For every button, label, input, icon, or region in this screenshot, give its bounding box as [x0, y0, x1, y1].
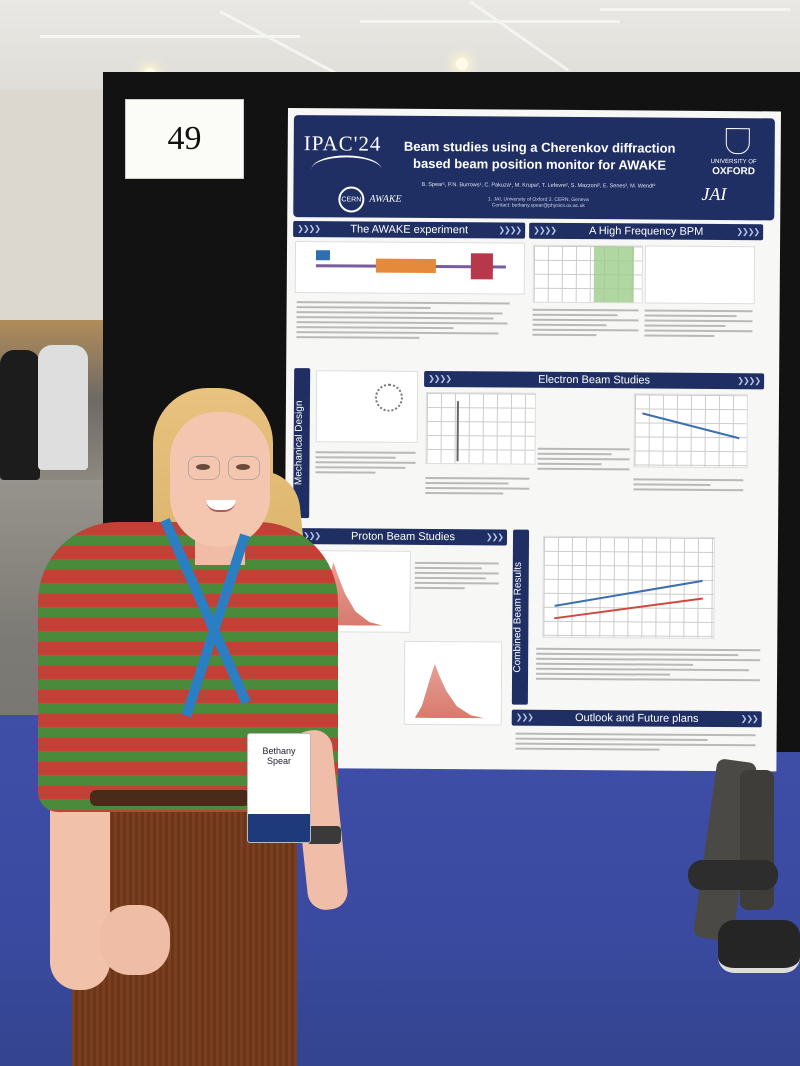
- chevron-icon: ❯❯❯: [485, 532, 504, 542]
- outlook-text: [515, 730, 756, 755]
- presenter-left-hand: [100, 905, 170, 975]
- mechanical-text: [315, 448, 416, 477]
- chevron-icon: ❯❯❯❯: [428, 373, 451, 384]
- bpm-spectrum-figure: [532, 244, 644, 304]
- awake-logo: AWAKE: [369, 193, 402, 205]
- poster-header: IPAC'24 CERN AWAKE Beam studies using a …: [293, 115, 775, 221]
- smile: [206, 500, 236, 512]
- oxford-logo-line1: UNIVERSITY OF: [710, 158, 757, 166]
- section-heading-text: The AWAKE experiment: [350, 223, 469, 237]
- beamline-diagram: [294, 241, 526, 295]
- ceiling-lamp: [456, 58, 468, 70]
- presenter-face: [170, 412, 270, 547]
- poster-title: Beam studies using a Cherenkov diffracti…: [403, 138, 676, 173]
- mechanical-drawing: [315, 370, 419, 443]
- proton-histogram-2: [403, 640, 503, 726]
- visitor-shoe: [718, 920, 800, 973]
- electron-text-right: [633, 475, 744, 494]
- proton-text-right: [414, 559, 499, 593]
- background-person: [0, 350, 40, 480]
- ceiling-truss: [40, 35, 300, 38]
- hf-bpm-text-right: [644, 306, 753, 340]
- section-heading-electron: ❯❯❯❯ Electron Beam Studies ❯❯❯❯: [424, 370, 765, 390]
- eye-right: [236, 464, 250, 470]
- electron-text-middle: [537, 445, 630, 474]
- chevron-icon: ❯❯❯❯: [736, 227, 760, 237]
- chevron-icon: ❯❯❯❯: [533, 225, 556, 235]
- oxford-logo-line2: OXFORD: [712, 165, 755, 178]
- badge-footer: [248, 814, 310, 842]
- chevron-icon: ❯❯❯: [515, 712, 533, 722]
- section-heading-hf-bpm: ❯❯❯❯ A High Frequency BPM ❯❯❯❯: [529, 222, 764, 241]
- electron-text-left: [425, 474, 530, 498]
- section-heading-proton: ❯❯❯ Proton Beam Studies ❯❯❯: [298, 528, 508, 546]
- name-badge: Bethany Spear: [247, 733, 311, 843]
- visitor-shoe: [688, 860, 778, 890]
- section-heading-text: A High Frequency BPM: [588, 225, 704, 238]
- glasses-lens-right: [228, 456, 260, 480]
- chevron-icon: ❯❯❯: [740, 714, 758, 724]
- cern-logo: CERN: [338, 186, 365, 213]
- combined-text: [536, 645, 761, 685]
- section-heading-text: Electron Beam Studies: [538, 373, 651, 387]
- chevron-icon: ❯❯❯❯: [498, 225, 522, 235]
- cherenkov-angle-diagram: [644, 245, 756, 305]
- ceiling-truss: [360, 20, 620, 23]
- conference-logo: IPAC'24: [303, 131, 382, 156]
- oxford-crest-icon: [725, 128, 750, 155]
- combined-results-plot: [542, 535, 716, 639]
- board-number-sign: 49: [125, 99, 244, 179]
- poster-affiliation: 1. JAI, University of Oxford 2. CERN, Ge…: [403, 196, 673, 210]
- section-heading-text: Proton Beam Studies: [350, 530, 456, 544]
- ceiling-truss: [600, 8, 790, 11]
- ceiling-truss: [469, 0, 570, 72]
- chevron-icon: ❯❯❯❯: [297, 224, 321, 234]
- section-heading-combined: Combined Beam Results: [511, 529, 530, 705]
- presenter-belt: [90, 790, 250, 806]
- contact-text: Contact: bethany.spear@physics.ox.ac.uk: [491, 202, 585, 210]
- research-poster: IPAC'24 CERN AWAKE Beam studies using a …: [283, 108, 781, 772]
- badge-last-name: Spear: [266, 756, 292, 766]
- electron-sensitivity-plot: [633, 393, 749, 469]
- wristwatch: [307, 826, 341, 844]
- oxford-logo: UNIVERSITY OF OXFORD: [694, 158, 774, 177]
- jai-logo: JAI: [701, 183, 727, 205]
- back-wall: [0, 90, 120, 340]
- awake-text-block: [296, 298, 520, 343]
- glasses-lens-left: [188, 456, 220, 480]
- chevron-icon: ❯❯❯❯: [737, 376, 761, 386]
- section-heading-outlook: ❯❯❯ Outlook and Future plans ❯❯❯: [511, 709, 762, 728]
- background-person: [38, 345, 88, 470]
- section-heading-text: Outlook and Future plans: [574, 712, 699, 725]
- poster-authors: B. Spear¹, P.N. Burrows¹, C. Pakuza¹, M.…: [421, 181, 656, 190]
- hf-bpm-text-left: [532, 306, 639, 340]
- badge-first-name: Bethany: [262, 746, 296, 756]
- eye-left: [196, 464, 210, 470]
- badge-name: Bethany Spear: [248, 746, 310, 766]
- section-heading-awake: ❯❯❯❯ The AWAKE experiment ❯❯❯❯: [293, 221, 526, 239]
- conference-logo-arc: [311, 155, 382, 184]
- electron-waveform-plot: [425, 391, 537, 465]
